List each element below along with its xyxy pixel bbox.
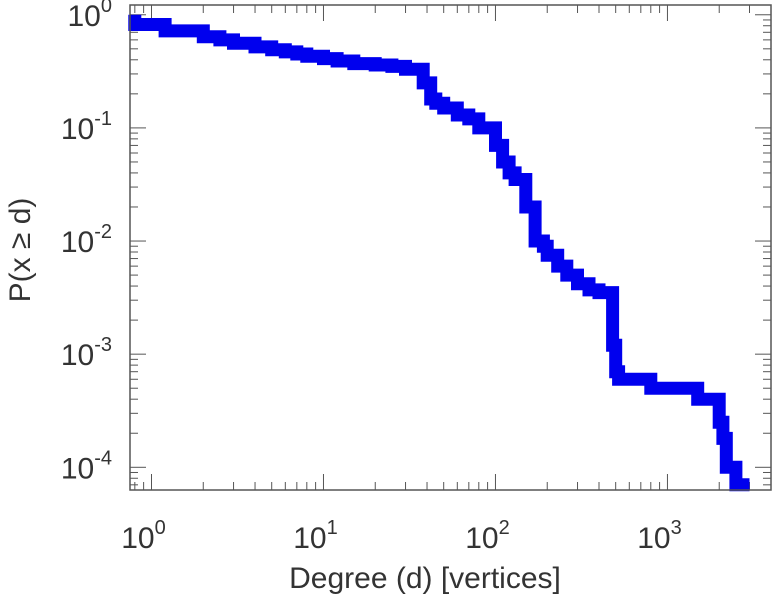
- x-tick-labels: 100 101 102 103: [121, 517, 681, 555]
- tick-marks: [130, 5, 772, 490]
- series-line: [128, 14, 750, 492]
- y-tick-label: 10-2: [61, 221, 112, 259]
- x-tick-label: 102: [465, 517, 509, 555]
- y-tick-label: 10-1: [61, 108, 112, 146]
- x-tick-label: 100: [121, 517, 166, 555]
- y-tick-label: 10-4: [61, 447, 112, 485]
- y-tick-labels: 100 10-1 10-2 10-3 10-4: [61, 0, 112, 485]
- x-tick-label: 103: [637, 517, 682, 555]
- y-axis-title: P(x ≥ d): [4, 198, 37, 303]
- y-tick-label: 10-3: [61, 334, 112, 372]
- series-layer: [128, 14, 750, 492]
- x-tick-label: 101: [293, 517, 338, 555]
- x-axis-title: Degree (d) [vertices]: [289, 562, 561, 595]
- y-tick-label: 100: [68, 0, 113, 33]
- plot-frame: [129, 4, 772, 491]
